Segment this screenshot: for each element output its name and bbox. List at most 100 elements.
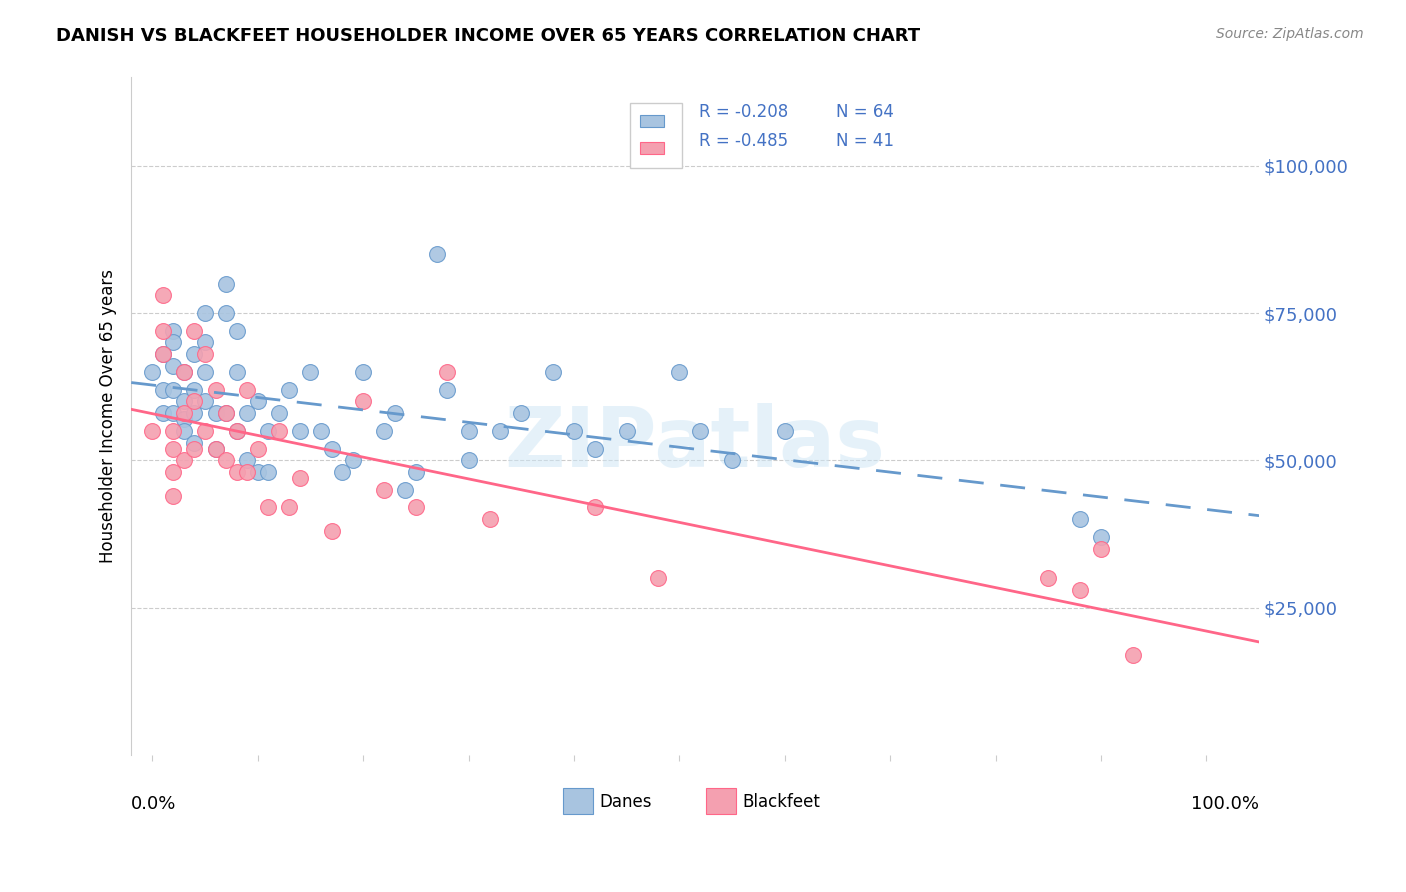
Point (204, 442, 226, 456)
Point (278, 500, 301, 515)
Point (215, 453, 238, 467)
Point (436, 365, 458, 379)
Point (541, 365, 564, 379)
Point (162, 489, 184, 503)
Point (394, 483, 416, 497)
Point (225, 324, 247, 338)
Point (330, 465, 353, 479)
Point (352, 365, 374, 379)
Point (384, 406, 406, 420)
Point (225, 365, 247, 379)
Point (1038, 571, 1060, 585)
Point (1069, 582, 1091, 597)
Point (194, 424, 217, 438)
Point (562, 424, 585, 438)
Point (1069, 512, 1091, 526)
Point (257, 465, 280, 479)
Point (215, 406, 238, 420)
Point (299, 365, 322, 379)
Point (173, 424, 195, 438)
Point (215, 277, 238, 291)
Point (342, 453, 364, 467)
Text: ZIPatlas: ZIPatlas (505, 402, 886, 483)
Point (215, 306, 238, 320)
Point (236, 465, 259, 479)
Point (309, 424, 332, 438)
Point (225, 465, 247, 479)
Point (373, 424, 395, 438)
Legend: , : , (630, 103, 682, 168)
FancyBboxPatch shape (706, 788, 735, 814)
Point (278, 383, 301, 397)
Point (162, 442, 184, 456)
FancyBboxPatch shape (564, 788, 592, 814)
Point (773, 424, 796, 438)
Text: N = 41: N = 41 (837, 132, 894, 150)
Y-axis label: Householder Income Over 65 years: Householder Income Over 65 years (100, 269, 117, 563)
Point (457, 424, 479, 438)
Point (288, 424, 311, 438)
Point (183, 347, 205, 361)
Point (194, 365, 217, 379)
Point (1090, 530, 1112, 544)
Point (173, 453, 195, 467)
Text: Danes: Danes (599, 793, 652, 811)
Text: R = -0.485: R = -0.485 (699, 132, 787, 150)
Point (141, 365, 163, 379)
Point (510, 406, 533, 420)
Text: 0.0%: 0.0% (131, 796, 177, 814)
Point (194, 394, 217, 409)
Point (152, 347, 174, 361)
Point (246, 442, 269, 456)
Point (257, 424, 280, 438)
Point (1122, 648, 1144, 662)
Point (405, 465, 427, 479)
Point (616, 424, 638, 438)
Point (183, 394, 205, 409)
Point (183, 406, 205, 420)
Point (436, 383, 458, 397)
Point (583, 500, 606, 515)
Point (373, 483, 395, 497)
Point (152, 347, 174, 361)
Point (321, 442, 343, 456)
Point (194, 347, 217, 361)
Point (267, 406, 290, 420)
Point (162, 324, 184, 338)
Point (162, 383, 184, 397)
Point (162, 335, 184, 350)
Point (352, 394, 374, 409)
Point (183, 435, 205, 450)
Point (204, 406, 226, 420)
Point (173, 412, 195, 426)
Point (225, 424, 247, 438)
Point (246, 465, 269, 479)
Point (426, 247, 449, 261)
Point (162, 359, 184, 373)
Point (162, 424, 184, 438)
Point (162, 406, 184, 420)
Point (236, 383, 259, 397)
Point (267, 424, 290, 438)
Point (152, 406, 174, 420)
Point (478, 512, 501, 526)
Text: R = -0.208: R = -0.208 (699, 103, 787, 120)
Point (194, 306, 217, 320)
Point (288, 471, 311, 485)
Point (204, 383, 226, 397)
Point (457, 453, 479, 467)
Point (257, 500, 280, 515)
Point (183, 442, 205, 456)
Text: Blackfeet: Blackfeet (742, 793, 821, 811)
Text: Source: ZipAtlas.com: Source: ZipAtlas.com (1216, 27, 1364, 41)
Point (173, 365, 195, 379)
Point (194, 335, 217, 350)
Point (225, 424, 247, 438)
Point (1090, 541, 1112, 556)
Point (236, 453, 259, 467)
Point (246, 394, 269, 409)
Point (173, 406, 195, 420)
Point (173, 394, 195, 409)
Point (489, 424, 512, 438)
Point (689, 424, 711, 438)
